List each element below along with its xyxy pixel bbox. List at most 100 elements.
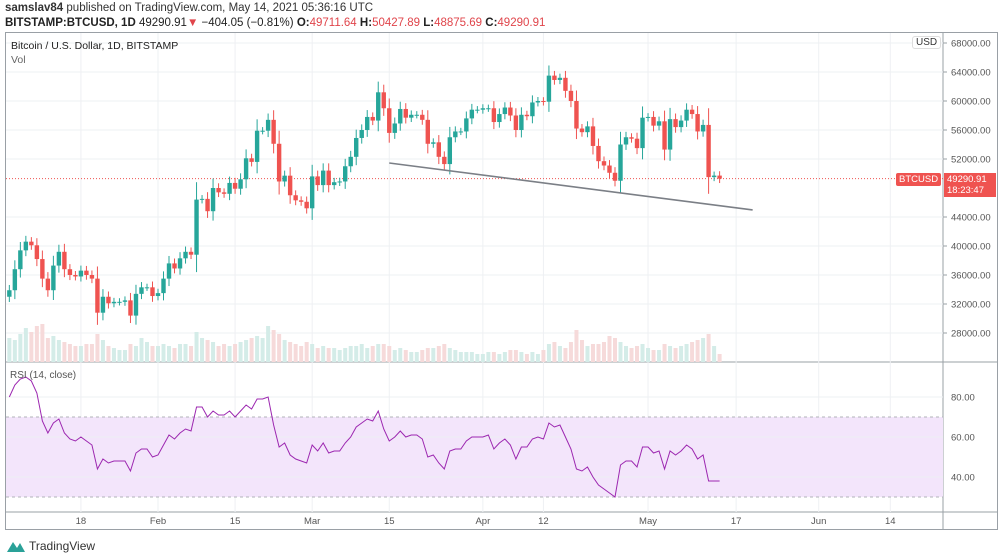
volume-bar — [458, 352, 463, 362]
candle-body — [711, 175, 717, 178]
candle-body — [667, 119, 673, 150]
candle-body — [354, 137, 359, 157]
rsi-line — [8, 376, 720, 498]
volume-bar — [332, 348, 337, 362]
candle-body — [530, 102, 535, 117]
price-tick-label: 44000.00 — [951, 213, 991, 224]
volume-bar — [139, 338, 144, 362]
date-tick-label: Mar — [304, 516, 320, 527]
candle-body — [34, 245, 40, 260]
volume-bar — [337, 350, 342, 362]
volume-bar — [7, 338, 12, 362]
volume-bar — [618, 342, 623, 362]
volume-bar — [469, 352, 474, 362]
candle-body — [177, 258, 183, 269]
candle-body — [7, 290, 12, 297]
low-label: L: — [423, 17, 435, 29]
date-tick-label: Feb — [150, 516, 166, 527]
candle-body — [199, 198, 205, 200]
candle-body — [139, 287, 144, 294]
volume-bar — [679, 346, 684, 362]
candle-body — [348, 156, 353, 167]
candle-body — [425, 119, 430, 144]
candle-body — [601, 161, 607, 166]
candle-body — [436, 142, 442, 157]
candle-body — [205, 198, 210, 212]
candle-body — [612, 172, 618, 181]
date-tick-label: 15 — [384, 516, 395, 527]
candle-body — [453, 131, 458, 138]
price-change: −404.05 (−0.81%) — [201, 17, 294, 29]
volume-bar — [398, 348, 403, 362]
candle-body — [475, 109, 480, 111]
candle-body — [502, 107, 508, 115]
volume-bar — [464, 352, 469, 362]
date-tick-label: 18 — [76, 516, 87, 527]
date-tick-label: Jun — [811, 516, 826, 527]
candle-body — [546, 75, 552, 102]
candle-body — [18, 250, 23, 270]
volume-bar — [95, 334, 100, 362]
author[interactable]: samslav84 — [5, 2, 64, 14]
volume-bar — [189, 346, 194, 362]
candle-body — [585, 126, 590, 133]
volume-bar — [425, 348, 430, 362]
candle-body — [706, 124, 711, 178]
candle-body — [100, 296, 106, 313]
candle-body — [238, 179, 243, 189]
volume-bar — [502, 352, 507, 362]
tradingview-logo-icon — [7, 542, 25, 552]
volume-bar — [211, 342, 216, 362]
tradingview-logo[interactable]: TradingView — [6, 539, 95, 553]
candle-body — [629, 137, 634, 139]
volume-bar — [183, 344, 188, 362]
volume-bar — [100, 340, 105, 362]
candle-body — [194, 199, 199, 255]
volume-bar — [568, 342, 573, 362]
volume-bar — [106, 346, 111, 362]
volume-bar — [117, 350, 122, 362]
volume-bar — [612, 338, 617, 362]
volume-bar — [585, 346, 590, 362]
candle-body — [254, 130, 260, 162]
candle-body — [216, 188, 221, 193]
candle-body — [519, 114, 524, 130]
volume-bar — [508, 350, 513, 362]
candle-body — [122, 300, 128, 302]
volume-bar — [376, 344, 381, 362]
candle-body — [376, 92, 381, 121]
candle-body — [409, 114, 414, 118]
volume-bar — [414, 352, 419, 362]
volume-bar — [409, 352, 414, 362]
candle-body — [23, 241, 29, 251]
volume-bar — [84, 344, 89, 362]
chart-frame[interactable] — [5, 32, 998, 530]
currency-badge[interactable]: USD — [912, 36, 942, 49]
candle-body — [265, 119, 271, 131]
candle-body — [535, 101, 541, 103]
candle-body — [40, 259, 45, 279]
volume-bar — [244, 340, 249, 362]
date-tick-label: May — [639, 516, 657, 527]
volume-bar — [387, 346, 392, 362]
high-label: H: — [359, 17, 373, 29]
candle-body — [431, 142, 436, 144]
candle-body — [486, 108, 491, 110]
candle-body — [12, 269, 18, 291]
candle-body — [447, 137, 453, 165]
volume-bar — [227, 346, 232, 362]
candle-body — [469, 109, 475, 119]
volume-bar — [271, 330, 276, 362]
symbol: BITSTAMP:BTCUSD, 1D — [5, 17, 136, 29]
candle-body — [392, 123, 397, 133]
candle-body — [370, 116, 375, 121]
chart-legend-title: Bitcoin / U.S. Dollar, 1D, BITSTAMP — [11, 40, 179, 52]
candle-body — [623, 137, 629, 145]
high-value: 50427.89 — [372, 17, 421, 29]
volume-bar — [403, 350, 408, 362]
volume-bar — [128, 344, 133, 362]
candle-body — [172, 263, 177, 269]
candle-body — [700, 124, 706, 132]
candle-body — [155, 293, 161, 297]
